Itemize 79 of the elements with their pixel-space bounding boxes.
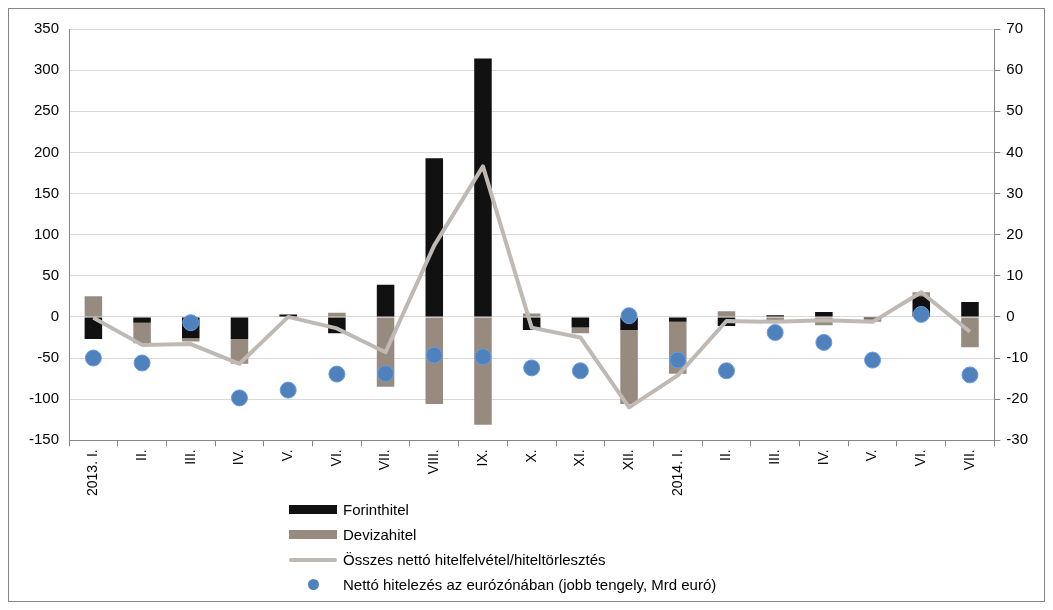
x-tick-label: X.: [522, 449, 539, 463]
legend-label: Összes nettó hitelfelvétel/hiteltörlesztés: [343, 551, 606, 568]
y2-tick-label: 10: [1006, 265, 1024, 283]
y-tick-label: -100: [28, 389, 60, 407]
point: [815, 333, 833, 351]
y2-tick-label: 0: [1006, 307, 1015, 325]
y-tick-label: 100: [33, 224, 60, 242]
y2-tick-label: -30: [1006, 430, 1029, 448]
bar: [961, 317, 979, 348]
point: [182, 314, 200, 332]
x-tick-label: 2014. I.: [668, 449, 685, 496]
y-tick-label: 250: [33, 101, 60, 119]
bar: [717, 311, 736, 317]
y2-tick-label: 40: [1006, 142, 1024, 160]
bar: [620, 330, 638, 405]
point: [279, 381, 297, 399]
x-tick-label: III.: [766, 449, 783, 465]
point: [84, 349, 102, 367]
bar: [182, 338, 200, 342]
x-tick-label: XI.: [571, 449, 588, 467]
x-tick-label: V.: [279, 449, 296, 462]
x-tick-label: II.: [717, 449, 734, 461]
bar: [425, 158, 444, 317]
x-tick-label: IV.: [814, 449, 831, 466]
x-tick-label: VI.: [912, 449, 929, 467]
point: [620, 307, 638, 325]
x-tick-label: IV.: [230, 449, 247, 466]
bar: [474, 58, 492, 317]
bar: [230, 317, 249, 340]
y-tick-label: 300: [33, 60, 60, 78]
y2-tick-label: 20: [1006, 224, 1024, 242]
y-tick-label: 200: [33, 142, 60, 160]
x-tick-label: 2013. I.: [84, 449, 101, 496]
point: [425, 346, 443, 364]
bar: [961, 302, 979, 317]
y-tick-label: -150: [28, 430, 60, 448]
x-tick-label: III.: [181, 449, 198, 465]
x-tick-label: II.: [132, 449, 149, 461]
y-tick-label: -50: [37, 348, 60, 366]
y2-tick-label: 70: [1006, 19, 1024, 37]
y2-tick-label: -20: [1006, 389, 1029, 407]
bar: [815, 311, 833, 317]
point: [864, 351, 882, 369]
point: [377, 365, 395, 383]
y-tick-label: 50: [42, 265, 60, 283]
point: [230, 389, 248, 407]
x-tick-label: XII.: [619, 449, 636, 471]
point: [474, 348, 492, 366]
x-tick-label: VII.: [376, 449, 393, 471]
bar: [84, 296, 103, 317]
point: [669, 351, 687, 369]
x-tick-label: IX.: [473, 449, 490, 467]
y-tick-label: 350: [33, 19, 60, 37]
y2-tick-label: 60: [1006, 60, 1024, 78]
point: [133, 354, 151, 372]
legend-label: Devizahitel: [343, 526, 417, 543]
bar: [376, 284, 395, 317]
bar: [133, 322, 151, 344]
legend-label: Nettó hitelezés az eurózónában (jobb tengely, Mrd euró): [343, 576, 717, 593]
bar: [133, 317, 151, 323]
x-tick-label: VIII.: [425, 449, 442, 475]
y-tick-label: 0: [50, 307, 60, 325]
y-tick-label: 150: [33, 183, 60, 201]
y2-tick-label: -10: [1006, 348, 1029, 366]
x-tick-label: V.: [863, 449, 880, 462]
y2-tick-label: 30: [1006, 183, 1024, 201]
point: [328, 365, 346, 383]
point: [961, 366, 979, 384]
bar: [669, 317, 687, 322]
point: [766, 324, 784, 342]
x-tick-label: VII.: [960, 449, 977, 471]
y2-tick-label: 50: [1006, 101, 1024, 119]
point: [571, 362, 589, 380]
point: [523, 359, 541, 377]
legend-label: Forinthitel: [343, 501, 409, 518]
bar: [571, 317, 590, 328]
point: [717, 362, 735, 380]
x-tick-label: VI.: [327, 449, 344, 467]
point: [912, 305, 930, 323]
